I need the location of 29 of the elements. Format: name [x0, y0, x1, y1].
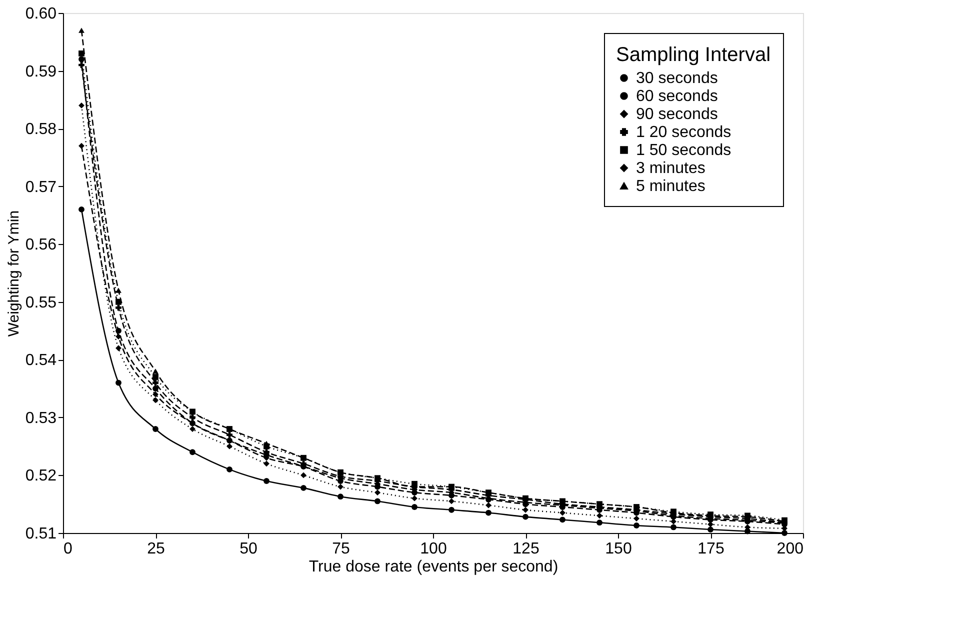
y-tick-label: 0.52: [25, 468, 57, 485]
x-tick-label: 75: [332, 540, 350, 558]
legend-title: Sampling Interval: [616, 44, 771, 66]
legend-label: 30 seconds: [636, 70, 718, 87]
legend-label: 5 minutes: [636, 178, 706, 195]
legend-label: 1 50 seconds: [636, 142, 732, 159]
x-tick-label: 150: [605, 540, 632, 558]
x-axis-title: True dose rate (events per second): [308, 558, 558, 576]
x-tick-label: 0: [64, 540, 72, 558]
y-tick-label: 0.58: [25, 121, 57, 138]
y-tick-label: 0.55: [25, 294, 57, 312]
x-tick-label: 25: [147, 540, 165, 558]
y-tick-label: 0.53: [25, 410, 57, 427]
x-tick-label: 100: [420, 540, 447, 558]
y-tick-label: 0.57: [25, 178, 57, 196]
legend-label: 1 20 seconds: [636, 124, 732, 141]
x-tick-label: 125: [512, 540, 540, 558]
y-tick-label: 0.51: [25, 526, 57, 542]
y-tick-label: 0.60: [25, 6, 57, 22]
x-tick-label: 175: [698, 540, 724, 558]
x-tick-label: 50: [240, 540, 258, 558]
y-tick-label: 0.59: [25, 63, 57, 80]
x-tick-label: 200: [776, 540, 804, 558]
legend-label: 60 seconds: [636, 88, 718, 105]
legend-label: 90 seconds: [636, 106, 718, 123]
y-axis-title: Weighting for Ymin: [5, 210, 22, 337]
legend-label: 3 minutes: [636, 160, 706, 177]
y-tick-label: 0.56: [25, 236, 57, 254]
y-tick-label: 0.54: [25, 352, 57, 370]
